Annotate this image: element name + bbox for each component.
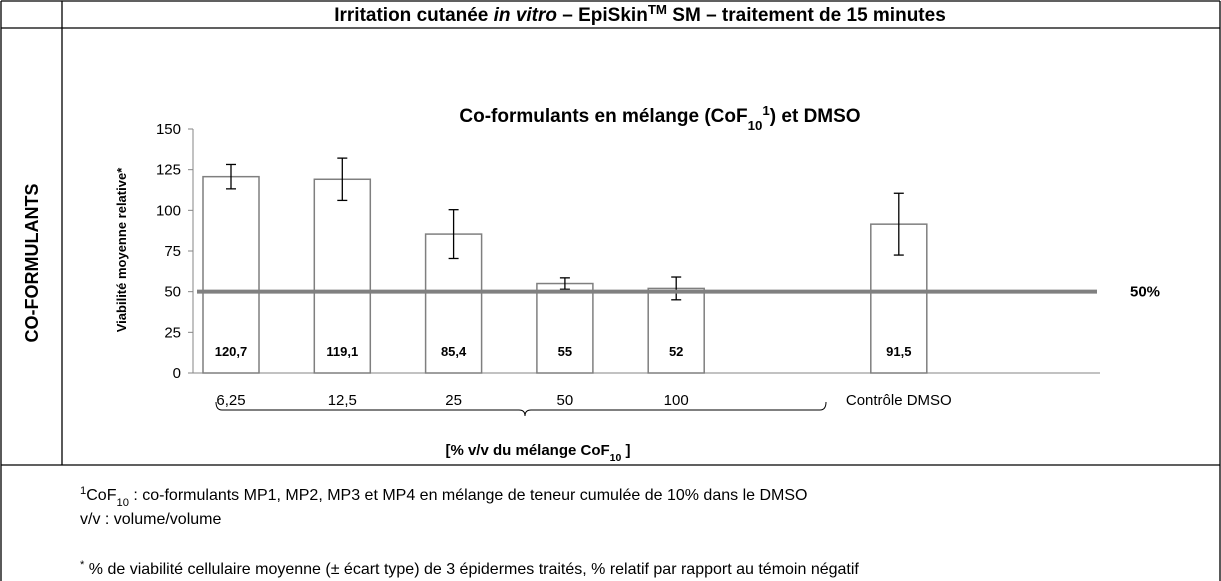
- title-part: 10: [748, 118, 763, 133]
- footnote-part: 10: [116, 497, 128, 509]
- x-tick-label: Contrôle DMSO: [846, 392, 952, 409]
- x-tick-label: 25: [445, 392, 462, 409]
- bar: [202, 175, 260, 374]
- value-label: 119,1: [326, 344, 358, 359]
- value-label: 91,5: [886, 344, 911, 359]
- group-brace: [215, 401, 827, 417]
- bar: [313, 178, 372, 374]
- y-tick-label: 75: [164, 243, 181, 260]
- header-title: Irritation cutanée in vitro – EpiSkinTM …: [334, 2, 946, 27]
- y-tick-label: 0: [173, 365, 181, 382]
- footnote: 1CoF10 : co-formulants MP1, MP2, MP3 et …: [80, 485, 807, 509]
- value-label: 52: [669, 344, 683, 359]
- footnotes: 1CoF10 : co-formulants MP1, MP2, MP3 et …: [80, 485, 859, 578]
- footnote-part: : co-formulants MP1, MP2, MP3 et MP4 en …: [129, 487, 808, 504]
- title-part: ) et DMSO: [770, 106, 861, 127]
- footnote-part: *: [80, 559, 85, 571]
- x-tick-label: 50: [557, 392, 574, 409]
- title-part: in vitro: [494, 5, 557, 26]
- title-part: Irritation cutanée: [334, 5, 493, 26]
- label-part: ]: [621, 442, 630, 459]
- y-tick-label: 150: [156, 121, 181, 138]
- y-axis-label: Viabilité moyenne relative*: [114, 167, 129, 332]
- threshold-label: 50%: [1130, 284, 1160, 301]
- x-tick-label: 12,5: [328, 392, 357, 409]
- label-part: [% v/v du mélange CoF: [445, 442, 609, 459]
- y-tick-label: 125: [156, 162, 181, 179]
- footnote: * % de viabilité cellulaire moyenne (± é…: [80, 559, 859, 578]
- title-part: – EpiSkin: [557, 5, 648, 26]
- group-label: [% v/v du mélange CoF10 ]: [445, 442, 630, 464]
- title-part: TM: [648, 2, 667, 17]
- bar: [647, 287, 705, 374]
- value-label: 55: [558, 344, 572, 359]
- value-label: 85,4: [441, 344, 467, 359]
- x-tick-label: 6,25: [216, 392, 245, 409]
- label-part: 10: [610, 452, 622, 464]
- footnote-part: 1: [80, 485, 86, 497]
- title-part: Co-formulants en mélange (CoF: [459, 106, 747, 127]
- footnote: v/v : volume/volume: [80, 511, 221, 528]
- y-tick-label: 25: [164, 324, 181, 341]
- row-label: CO-FORMULANTS: [22, 184, 42, 343]
- y-tick-label: 50: [164, 284, 181, 301]
- chart-title: Co-formulants en mélange (CoF101) et DMS…: [459, 103, 860, 133]
- y-tick-label: 100: [156, 202, 181, 219]
- footnote-part: % de viabilité cellulaire moyenne (± éca…: [84, 561, 859, 578]
- x-tick-label: 100: [664, 392, 689, 409]
- title-part: 1: [762, 103, 770, 118]
- bar: [536, 282, 594, 374]
- footnote-part: CoF: [86, 487, 116, 504]
- title-part: SM – traitement de 15 minutes: [667, 5, 946, 26]
- value-label: 120,7: [215, 344, 248, 359]
